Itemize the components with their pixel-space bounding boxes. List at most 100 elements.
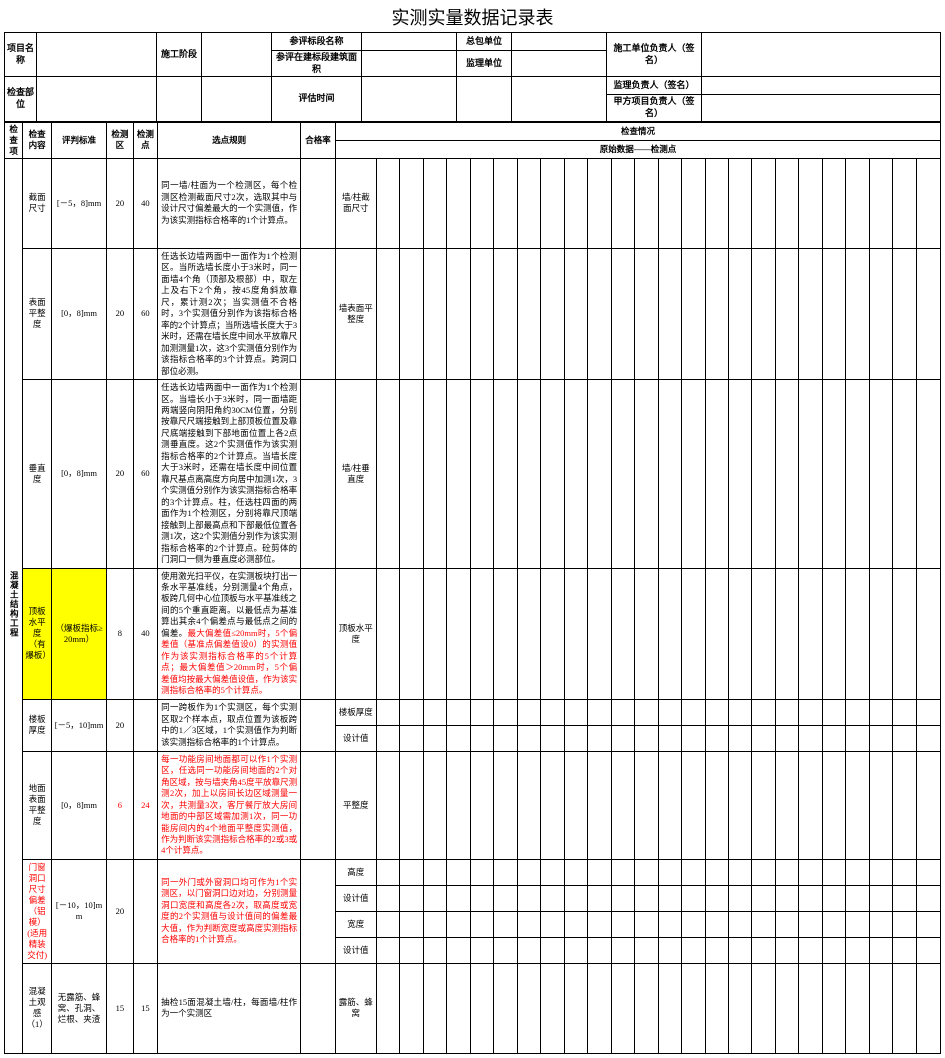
data-cell xyxy=(658,248,681,379)
data-cell xyxy=(846,380,869,569)
data-cell xyxy=(564,380,587,569)
data-cell xyxy=(400,885,423,911)
data-cell xyxy=(447,911,470,937)
data-cell xyxy=(494,859,517,885)
data-cell xyxy=(635,859,658,885)
data-cell xyxy=(400,963,423,1053)
col-rawdata: 原始数据——检测点 xyxy=(335,140,940,158)
zone-cell: 20 xyxy=(107,158,134,248)
data-cell xyxy=(400,911,423,937)
data-cell xyxy=(541,248,564,379)
data-cell xyxy=(376,859,399,885)
value-owner-sign xyxy=(702,95,941,121)
data-cell xyxy=(611,751,634,859)
data-cell xyxy=(494,568,517,699)
data-cell xyxy=(822,725,845,751)
data-cell xyxy=(775,248,798,379)
data-cell xyxy=(470,963,493,1053)
data-cell xyxy=(893,380,916,569)
blank4 xyxy=(512,77,607,121)
data-cell xyxy=(588,937,611,963)
data-cell xyxy=(822,380,845,569)
data-cell xyxy=(376,751,399,859)
data-cell xyxy=(869,885,892,911)
passrate-cell xyxy=(301,859,336,963)
data-cell xyxy=(423,937,446,963)
data-cell xyxy=(729,380,752,569)
data-cell xyxy=(916,937,940,963)
data-cell xyxy=(541,699,564,725)
data-cell xyxy=(517,380,540,569)
data-cell xyxy=(611,963,634,1053)
data-cell xyxy=(799,751,822,859)
data-cell xyxy=(822,158,845,248)
data-cell xyxy=(517,248,540,379)
data-cell xyxy=(799,911,822,937)
data-cell xyxy=(916,725,940,751)
data-cell xyxy=(635,937,658,963)
col-points: 检测点 xyxy=(133,122,158,158)
data-cell xyxy=(541,568,564,699)
data-cell xyxy=(822,699,845,725)
data-cell xyxy=(682,859,705,885)
blank2 xyxy=(202,77,272,121)
content-cell: 楼板厚度 xyxy=(23,699,52,751)
data-cell xyxy=(752,248,775,379)
data-cell xyxy=(376,911,399,937)
col-rule: 选点规则 xyxy=(158,122,301,158)
data-cell xyxy=(916,158,940,248)
points-cell: 40 xyxy=(133,568,158,699)
data-cell xyxy=(682,885,705,911)
data-cell xyxy=(893,725,916,751)
data-cell xyxy=(752,725,775,751)
data-cell xyxy=(893,248,916,379)
criteria-cell: （爆板指标≥20mm） xyxy=(51,568,106,699)
value-supervisor xyxy=(512,51,607,77)
data-cell xyxy=(447,699,470,725)
zone-cell: 20 xyxy=(107,380,134,569)
data-cell xyxy=(423,859,446,885)
data-cell xyxy=(799,859,822,885)
data-cell xyxy=(705,380,728,569)
data-cell xyxy=(682,380,705,569)
data-cell xyxy=(611,248,634,379)
col-passrate: 合格率 xyxy=(301,122,336,158)
data-cell xyxy=(869,158,892,248)
data-cell xyxy=(611,911,634,937)
data-cell xyxy=(564,751,587,859)
points-cell: 24 xyxy=(133,751,158,859)
data-cell xyxy=(423,248,446,379)
data-cell xyxy=(775,380,798,569)
value-eval-time xyxy=(362,77,457,121)
data-cell xyxy=(729,725,752,751)
label-inspect-part: 检查部位 xyxy=(5,77,37,121)
data-cell xyxy=(729,885,752,911)
data-cell xyxy=(916,568,940,699)
data-cell xyxy=(846,568,869,699)
data-cell xyxy=(588,158,611,248)
data-cell xyxy=(517,725,540,751)
data-cell xyxy=(799,963,822,1053)
label-supervisor-sign: 监理负责人（签名） xyxy=(607,77,702,95)
data-cell xyxy=(564,725,587,751)
data-cell xyxy=(400,725,423,751)
data-cell xyxy=(447,380,470,569)
data-cell xyxy=(447,725,470,751)
data-cell xyxy=(494,885,517,911)
criteria-cell: [－10，10]mm xyxy=(51,859,106,963)
data-cell xyxy=(376,885,399,911)
param-label: 墙/柱截面尺寸 xyxy=(335,158,376,248)
data-cell xyxy=(729,699,752,725)
data-cell xyxy=(658,937,681,963)
label-eval-time: 评估时间 xyxy=(272,77,362,121)
data-cell xyxy=(705,885,728,911)
data-cell xyxy=(705,568,728,699)
data-cell xyxy=(775,859,798,885)
data-cell xyxy=(588,725,611,751)
data-cell xyxy=(658,751,681,859)
data-cell xyxy=(916,859,940,885)
data-cell xyxy=(916,963,940,1053)
value-inspect-part xyxy=(37,77,157,121)
data-cell xyxy=(541,937,564,963)
data-cell xyxy=(447,248,470,379)
